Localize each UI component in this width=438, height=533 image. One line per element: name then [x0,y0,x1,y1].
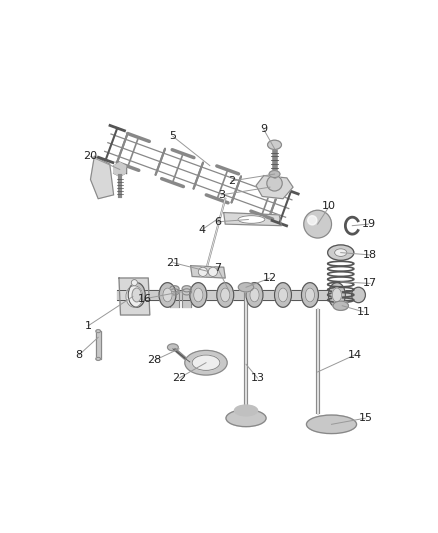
Ellipse shape [328,282,346,308]
Circle shape [208,267,218,277]
Ellipse shape [246,282,263,308]
Text: 28: 28 [147,356,162,366]
Ellipse shape [190,282,207,308]
Ellipse shape [192,355,220,370]
Ellipse shape [279,288,288,302]
Text: 10: 10 [322,201,336,212]
Circle shape [267,175,282,191]
Text: 5: 5 [170,131,177,141]
Ellipse shape [132,288,141,302]
Polygon shape [114,163,126,176]
Circle shape [307,216,317,225]
Text: 7: 7 [214,263,221,273]
Polygon shape [191,265,225,278]
Polygon shape [119,278,150,315]
Text: 6: 6 [214,217,221,227]
Text: 13: 13 [251,373,265,383]
Ellipse shape [234,405,258,416]
Polygon shape [91,156,113,199]
Text: 14: 14 [347,350,362,360]
Ellipse shape [185,350,227,375]
Text: 8: 8 [75,350,82,360]
Ellipse shape [238,216,265,223]
Polygon shape [256,175,293,199]
Text: 11: 11 [357,307,371,317]
Ellipse shape [170,289,179,295]
Ellipse shape [269,171,280,177]
Text: 17: 17 [363,278,377,288]
Text: 9: 9 [260,124,267,134]
Ellipse shape [305,288,314,302]
Text: 3: 3 [218,190,225,200]
Text: 12: 12 [263,273,277,283]
Ellipse shape [268,140,282,149]
Circle shape [131,280,138,286]
Polygon shape [224,213,282,225]
Text: 4: 4 [198,224,206,235]
Ellipse shape [159,282,176,308]
Ellipse shape [250,288,259,302]
Ellipse shape [163,288,172,302]
Text: 15: 15 [358,413,372,423]
Ellipse shape [332,288,342,302]
Ellipse shape [275,282,291,308]
Polygon shape [117,289,355,301]
Ellipse shape [128,282,145,308]
Ellipse shape [194,288,203,302]
Circle shape [304,210,332,238]
Ellipse shape [301,282,318,308]
Text: 22: 22 [172,373,186,383]
Circle shape [198,267,208,277]
Text: 21: 21 [166,257,180,268]
Text: 18: 18 [363,250,377,260]
Ellipse shape [352,287,365,303]
Ellipse shape [170,286,179,292]
Text: 20: 20 [83,151,98,161]
Polygon shape [96,331,100,359]
Ellipse shape [96,329,100,333]
Ellipse shape [238,282,254,292]
Text: 1: 1 [85,321,92,331]
Text: 19: 19 [361,219,375,229]
Ellipse shape [167,344,178,351]
Ellipse shape [333,301,349,310]
Ellipse shape [217,282,234,308]
Polygon shape [182,292,191,308]
Text: 16: 16 [138,294,152,304]
Ellipse shape [328,245,354,260]
Ellipse shape [307,415,357,433]
Ellipse shape [335,249,347,256]
Ellipse shape [182,289,191,295]
Ellipse shape [182,286,191,292]
Ellipse shape [221,288,230,302]
Polygon shape [170,292,179,308]
Text: 2: 2 [228,176,235,186]
Ellipse shape [126,286,143,308]
Ellipse shape [226,410,266,426]
Ellipse shape [96,357,100,360]
